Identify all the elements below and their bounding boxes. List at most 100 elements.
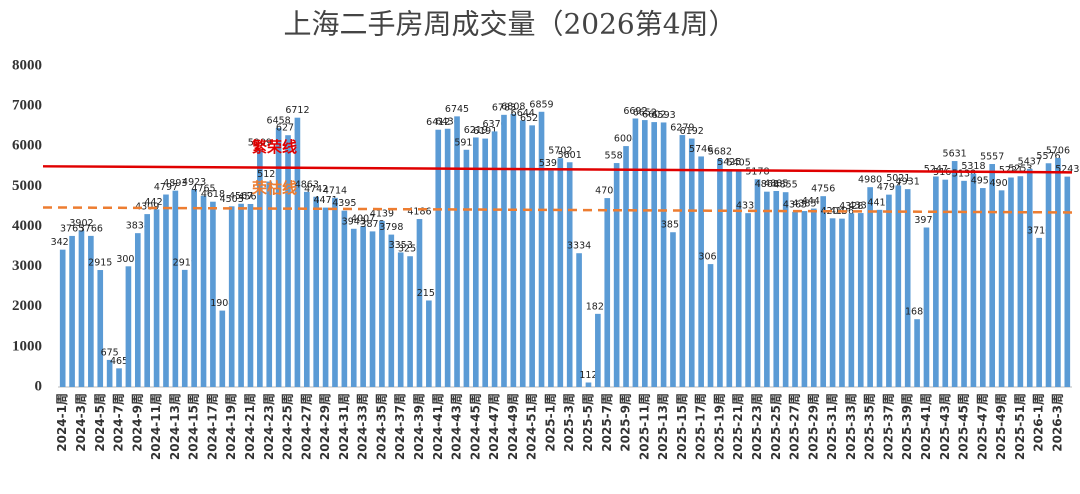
bar — [679, 135, 686, 387]
bar — [735, 170, 742, 387]
value-label: 112 — [579, 370, 597, 381]
bar — [792, 211, 798, 387]
bar — [914, 319, 920, 387]
value-label: 4893 — [163, 178, 187, 189]
x-tick-label: 2025-41周 — [919, 393, 933, 460]
value-label: 465 — [110, 356, 128, 367]
value-label: 1904 — [210, 298, 234, 309]
bar — [125, 266, 132, 387]
bar — [491, 131, 498, 387]
bar — [820, 196, 827, 387]
value-label: 4427 — [144, 197, 168, 208]
bar — [266, 181, 273, 387]
bar — [416, 219, 423, 387]
value-label: 5405 — [727, 158, 751, 169]
value-label: 3902 — [69, 218, 93, 229]
value-label: 6370 — [482, 119, 506, 130]
bar — [576, 253, 582, 387]
value-label: 3008 — [116, 254, 140, 265]
value-label: 4765 — [191, 183, 215, 194]
value-label: 4503 — [220, 194, 244, 205]
value-label: 6692 — [623, 106, 647, 117]
x-tick-label: 2025-19周 — [712, 393, 726, 460]
y-tick-label: 0 — [35, 378, 43, 394]
bar — [426, 300, 432, 387]
x-tick-label: 2026-3周 — [1050, 393, 1064, 452]
value-label: 4708 — [595, 186, 619, 197]
value-label: 3943 — [342, 216, 366, 227]
value-label: 4395 — [332, 198, 356, 209]
bar — [407, 256, 413, 387]
bar — [698, 156, 704, 387]
value-label: 3063 — [698, 252, 722, 263]
bar — [1055, 158, 1061, 387]
bar — [810, 208, 817, 387]
value-label: 6412 — [426, 117, 450, 128]
value-label: 4868 — [755, 179, 779, 190]
value-label: 5221 — [999, 165, 1023, 176]
bar — [88, 235, 94, 387]
value-label: 3975 — [914, 215, 938, 226]
x-tick-label: 2024-29周 — [318, 393, 332, 460]
x-tick-label: 2024-39周 — [412, 393, 426, 460]
bar — [548, 170, 554, 387]
bar — [651, 122, 658, 387]
bar — [219, 310, 226, 387]
x-tick-label: 2025-11周 — [637, 393, 651, 460]
reference-line — [42, 165, 1073, 174]
bar — [773, 190, 780, 387]
bar — [782, 192, 789, 387]
bar — [641, 120, 648, 387]
bar — [951, 161, 958, 387]
bar — [463, 149, 470, 387]
x-tick-label: 2024-9周 — [130, 393, 144, 452]
value-label: 6192 — [680, 126, 704, 137]
bar — [482, 138, 489, 387]
bar — [1017, 176, 1024, 387]
bar — [69, 235, 75, 387]
value-label: 3423 — [51, 237, 75, 248]
value-label: 4204 — [820, 206, 844, 217]
x-tick-label: 2025-33周 — [844, 393, 858, 460]
x-tick-label: 2025-9周 — [619, 393, 633, 452]
x-tick-label: 2025-39周 — [900, 393, 914, 460]
bar — [106, 359, 113, 387]
value-label: 4742 — [304, 184, 328, 195]
y-tick-label: 3000 — [12, 258, 42, 274]
value-label: 6783 — [492, 102, 516, 113]
value-label: 6279 — [670, 123, 694, 134]
x-tick-label: 2024-35周 — [374, 393, 388, 460]
value-label: 6191 — [473, 126, 497, 137]
bar — [970, 173, 977, 387]
value-label: 5247 — [924, 164, 948, 175]
value-label: 4416 — [867, 197, 891, 208]
x-tick-label: 2024-7周 — [112, 393, 126, 452]
x-tick-label: 2024-51周 — [525, 393, 539, 460]
y-tick-label: 6000 — [12, 138, 42, 154]
x-tick-label: 2025-43周 — [938, 393, 952, 460]
value-label: 3857 — [661, 220, 685, 231]
bar — [388, 234, 395, 387]
bar — [632, 118, 639, 388]
x-tick-label: 2025-7周 — [600, 393, 614, 452]
x-tick-label: 2025-45周 — [957, 393, 971, 460]
bar — [829, 218, 836, 387]
bar — [688, 138, 695, 387]
bar — [172, 190, 179, 387]
bar — [998, 190, 1005, 387]
x-tick-label: 2025-5周 — [581, 393, 595, 452]
value-label: 3259 — [398, 244, 422, 255]
bar — [379, 220, 385, 387]
value-label: 5631 — [943, 149, 967, 160]
bar — [979, 188, 986, 387]
bar — [613, 163, 620, 387]
bar — [961, 180, 967, 387]
value-label: 4561 — [238, 191, 262, 202]
bar — [519, 120, 526, 388]
value-label: 4007 — [351, 214, 375, 225]
chart-title: 上海二手房周成交量（2026第4周） — [283, 8, 736, 41]
bar — [341, 210, 348, 387]
bar — [726, 169, 733, 387]
value-label: 5178 — [745, 167, 769, 178]
bar — [510, 113, 517, 387]
